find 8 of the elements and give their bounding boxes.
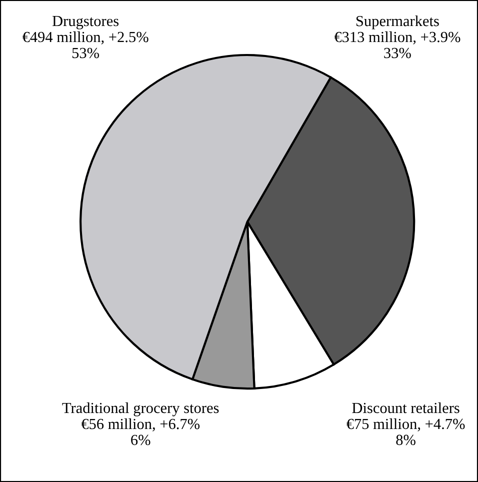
slice-label: Drugstores [52,16,119,30]
slice-label: Traditional grocery stores [62,402,219,416]
data-label: €75 million, +4.7% 8% [346,418,465,446]
data-label: €313 million, +3.9% 33% [334,31,460,58]
slice-label: Discount retailers [352,402,460,414]
data-label: €494 million, +2.5% 53% [22,31,148,58]
data-label: €56 million, +6.7% 6% [81,418,200,446]
slice-label: Supermarkets [356,15,439,30]
